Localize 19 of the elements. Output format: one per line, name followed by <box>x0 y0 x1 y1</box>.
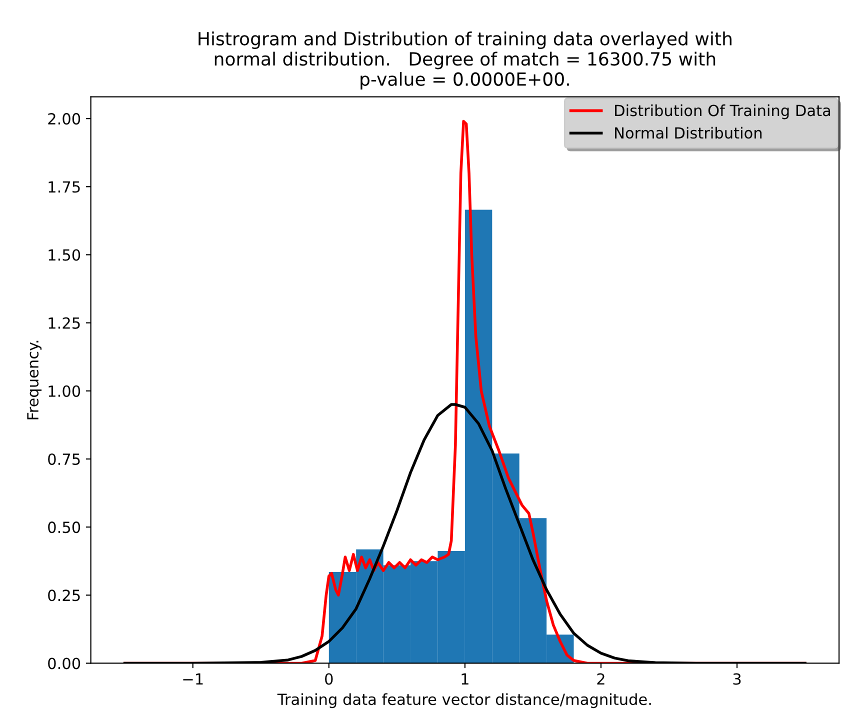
x-tick-label: 2 <box>597 673 604 685</box>
y-axis-title: Frequency. <box>27 340 42 420</box>
y-tick-label: 1.75 <box>48 181 80 193</box>
x-tick-label: −1 <box>183 673 203 685</box>
chart-title: Histrogram and Distribution of training data overlayed with normal distribution. Degree of match = 16300.75 with p-value = 0.0000E+00. <box>198 32 732 90</box>
y-tick-label: 1.50 <box>48 249 80 261</box>
x-tick-label: 1 <box>462 673 468 685</box>
y-tick-label: 0.50 <box>48 522 80 534</box>
y-tick-label: 2.00 <box>48 113 80 125</box>
y-tick-label: 0.75 <box>48 453 80 466</box>
legend-label: Normal Distribution <box>615 126 762 139</box>
y-tick-label: 1.00 <box>48 385 80 397</box>
x-tick-label: 3 <box>733 673 741 685</box>
y-tick-label: 1.25 <box>48 317 80 329</box>
x-tick-label: 0 <box>325 673 333 685</box>
y-tick-label: 0.00 <box>48 658 80 670</box>
x-axis-title: Training data feature vector distance/magnitude. <box>277 693 651 708</box>
y-tick-label: 0.25 <box>48 590 80 602</box>
legend-label: Distribution Of Training Data <box>615 104 830 120</box>
